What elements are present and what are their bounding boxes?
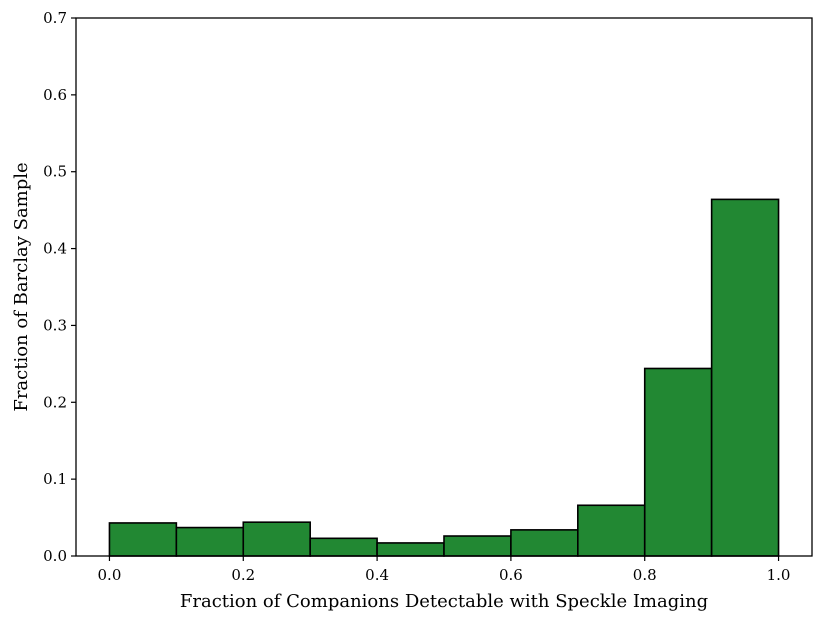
- y-tick-label: 0.7: [43, 9, 67, 27]
- histogram-bar: [710, 198, 780, 557]
- x-axis-ticks: 0.0 0.2 0.4 0.6 0.8 1.0: [98, 556, 791, 584]
- y-axis-ticks: 0.0 0.1 0.2 0.3 0.4 0.5 0.6 0.7: [43, 9, 76, 565]
- y-axis-label: Fraction of Barclay Sample: [11, 162, 32, 411]
- x-tick-label: 0.4: [365, 566, 389, 584]
- y-tick-label: 0.2: [43, 393, 67, 411]
- histogram-bar: [443, 535, 512, 557]
- plot-frame: [75, 17, 813, 557]
- x-tick-label: 1.0: [767, 566, 791, 584]
- histogram-bar: [108, 522, 178, 557]
- x-tick-label: 0.8: [633, 566, 657, 584]
- histogram-bar: [376, 542, 445, 557]
- y-tick-label: 0.1: [43, 470, 67, 488]
- histogram-bar: [175, 526, 245, 557]
- y-tick-label: 0.6: [43, 86, 67, 104]
- histogram-bar: [309, 537, 378, 557]
- x-axis-label: Fraction of Companions Detectable with S…: [180, 591, 708, 612]
- y-tick-label: 0.0: [43, 547, 67, 565]
- histogram-bar: [510, 529, 579, 557]
- histogram-bar: [643, 367, 713, 557]
- x-tick-label: 0.0: [98, 566, 122, 584]
- y-tick-label: 0.5: [43, 163, 67, 181]
- histogram-bar: [577, 504, 646, 557]
- x-tick-label: 0.6: [499, 566, 523, 584]
- x-tick-label: 0.2: [231, 566, 255, 584]
- y-tick-label: 0.3: [43, 316, 67, 334]
- y-tick-label: 0.4: [43, 240, 67, 258]
- histogram-bar: [242, 521, 311, 557]
- bars-group: [108, 198, 780, 557]
